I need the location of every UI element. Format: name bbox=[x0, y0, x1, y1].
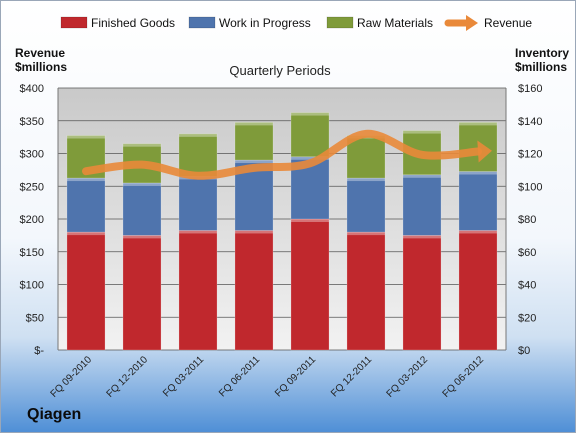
legend-label-finished-goods: Finished Goods bbox=[91, 16, 175, 30]
bar-finished-goods bbox=[178, 230, 218, 351]
legend-swatch-raw-materials bbox=[326, 16, 354, 29]
left-tick-label: $- bbox=[34, 345, 44, 357]
right-tick-label: $160 bbox=[518, 83, 542, 95]
left-tick-label: $350 bbox=[20, 116, 44, 128]
left-axis-label-line2: $millions bbox=[15, 60, 67, 74]
left-tick-label: $50 bbox=[26, 312, 44, 324]
right-tick-label: $100 bbox=[518, 181, 542, 193]
right-tick-label: $0 bbox=[518, 345, 530, 357]
bar-work-in-progress bbox=[346, 177, 386, 233]
bar-highlight-work-in-progress bbox=[290, 156, 330, 160]
bar-finished-goods bbox=[458, 230, 498, 351]
legend-label-revenue: Revenue bbox=[484, 16, 532, 30]
left-tick-label: $250 bbox=[20, 181, 44, 193]
right-tick-label: $80 bbox=[518, 214, 536, 226]
bar-work-in-progress bbox=[178, 176, 218, 231]
right-tick-label: $40 bbox=[518, 280, 536, 292]
bar-highlight-raw-materials bbox=[122, 143, 162, 147]
bar-highlight-finished-goods bbox=[346, 232, 386, 236]
bar-finished-goods bbox=[290, 218, 330, 351]
left-tick-label: $100 bbox=[20, 280, 44, 292]
right-tick-label: $140 bbox=[518, 116, 542, 128]
legend-swatch-finished-goods bbox=[60, 16, 88, 29]
bar-work-in-progress bbox=[122, 182, 162, 236]
bar-highlight-work-in-progress bbox=[458, 171, 498, 175]
left-tick-label: $300 bbox=[20, 149, 44, 161]
right-axis-label-line1: Inventory bbox=[515, 46, 569, 60]
bar-finished-goods bbox=[234, 230, 274, 351]
bar-work-in-progress bbox=[458, 171, 498, 231]
legend-label-raw-materials: Raw Materials bbox=[357, 16, 433, 30]
bar-highlight-work-in-progress bbox=[346, 178, 386, 182]
revenue-line bbox=[82, 129, 482, 180]
bar-highlight-raw-materials bbox=[290, 112, 330, 116]
bar-highlight-raw-materials bbox=[458, 122, 498, 126]
right-tick-label: $120 bbox=[518, 149, 542, 161]
bar-finished-goods bbox=[66, 231, 106, 351]
bar-highlight-raw-materials bbox=[178, 133, 218, 137]
bar-highlight-raw-materials bbox=[402, 130, 442, 134]
x-tick-label: FQ 03-2011 bbox=[161, 354, 206, 399]
x-tick-label: FQ 09-2011 bbox=[273, 354, 318, 399]
bar-finished-goods bbox=[122, 235, 162, 351]
bar-finished-goods bbox=[402, 235, 442, 351]
bar-raw-materials bbox=[346, 135, 386, 179]
revenue-arrowhead bbox=[477, 140, 492, 163]
right-axis-label-line2: $millions bbox=[515, 60, 567, 74]
bar-highlight-finished-goods bbox=[234, 230, 274, 234]
x-tick-label: FQ 06-2012 bbox=[441, 354, 487, 400]
bar-highlight-work-in-progress bbox=[122, 182, 162, 186]
bar-raw-materials bbox=[234, 122, 274, 161]
legend-swatch-work-in-progress bbox=[188, 16, 216, 29]
bar-highlight-work-in-progress bbox=[402, 174, 442, 178]
legend-arrow-revenue bbox=[466, 15, 478, 31]
left-tick-label: $200 bbox=[20, 214, 44, 226]
bar-finished-goods bbox=[346, 231, 386, 351]
x-tick-label: FQ 03-2012 bbox=[385, 354, 431, 400]
bar-highlight-raw-materials bbox=[66, 135, 106, 139]
left-tick-label: $400 bbox=[20, 83, 44, 95]
bar-highlight-finished-goods bbox=[122, 235, 162, 239]
bar-work-in-progress bbox=[402, 174, 442, 236]
bar-raw-materials bbox=[178, 133, 218, 177]
bar-work-in-progress bbox=[66, 177, 106, 233]
x-tick-label: FQ 06-2011 bbox=[217, 354, 262, 399]
bar-highlight-finished-goods bbox=[290, 219, 330, 222]
bar-highlight-finished-goods bbox=[402, 235, 442, 239]
x-tick-label: FQ 12-2010 bbox=[105, 354, 151, 400]
legend-label-work-in-progress: Work in Progress bbox=[219, 16, 311, 30]
bar-highlight-finished-goods bbox=[178, 230, 218, 234]
bar-highlight-raw-materials bbox=[234, 122, 274, 126]
chart-subtitle: Quarterly Periods bbox=[229, 63, 331, 78]
x-tick-label: FQ 12-2011 bbox=[329, 354, 374, 399]
x-tick-label: FQ 09-2010 bbox=[49, 354, 95, 400]
bar-highlight-work-in-progress bbox=[234, 160, 274, 164]
bar-raw-materials bbox=[290, 112, 330, 158]
right-tick-label: $20 bbox=[518, 312, 536, 324]
bar-highlight-work-in-progress bbox=[66, 178, 106, 182]
bar-highlight-finished-goods bbox=[66, 232, 106, 236]
company-name: Qiagen bbox=[27, 406, 82, 423]
bar-highlight-finished-goods bbox=[458, 230, 498, 234]
left-axis-label-line1: Revenue bbox=[15, 46, 65, 60]
right-tick-label: $60 bbox=[518, 247, 536, 259]
left-tick-label: $150 bbox=[20, 247, 44, 259]
